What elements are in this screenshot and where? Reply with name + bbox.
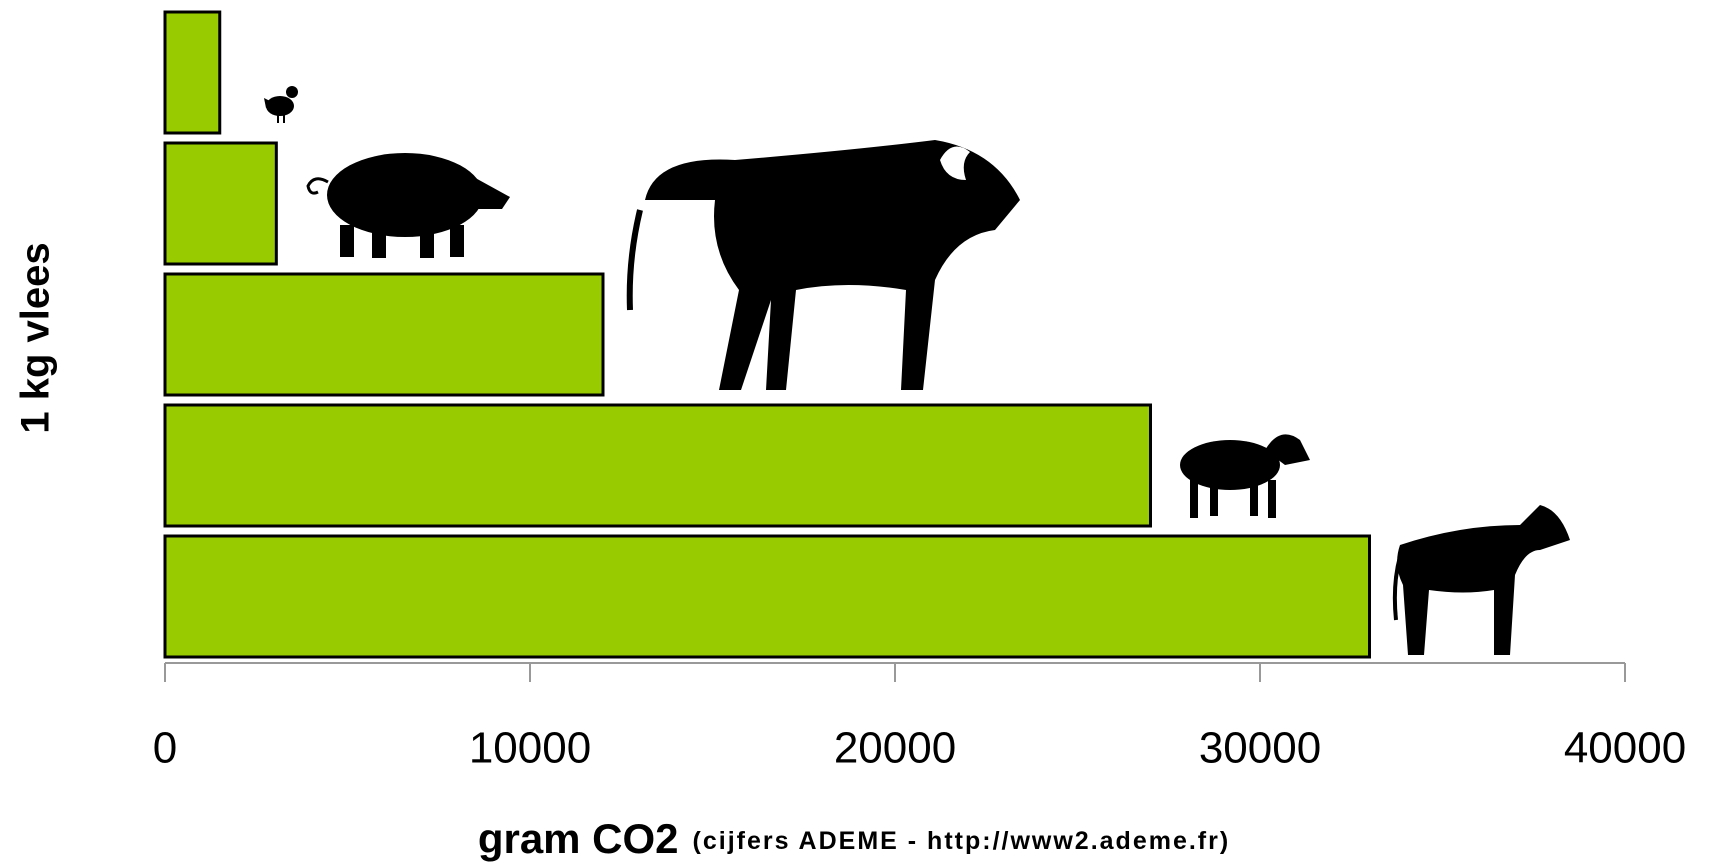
sheep-icon xyxy=(1180,434,1310,518)
chart: 1 kg vlees gram CO2 (cijfers ADEME - http… xyxy=(0,0,1709,867)
x-tick-label: 40000 xyxy=(1564,724,1686,773)
x-axis-title: gram CO2 xyxy=(478,815,679,862)
bar xyxy=(165,274,603,395)
bar xyxy=(165,536,1370,657)
x-axis-label: gram CO2 (cijfers ADEME - http://www2.ade… xyxy=(478,815,1230,862)
x-axis-note: (cijfers ADEME - http://www2.ademe.fr) xyxy=(693,827,1231,855)
chicken-icon xyxy=(264,86,298,123)
x-tick-label: 10000 xyxy=(469,724,591,773)
x-tick-label: 0 xyxy=(153,724,177,773)
calf-icon xyxy=(1395,505,1570,655)
bar xyxy=(165,143,276,264)
y-axis-label: 1 kg vlees xyxy=(14,242,58,433)
bar xyxy=(165,12,220,133)
pig-icon xyxy=(308,153,510,258)
bull-icon xyxy=(630,140,1020,390)
bar xyxy=(165,405,1151,526)
x-tick-label: 20000 xyxy=(834,724,956,773)
x-tick-label: 30000 xyxy=(1199,724,1321,773)
